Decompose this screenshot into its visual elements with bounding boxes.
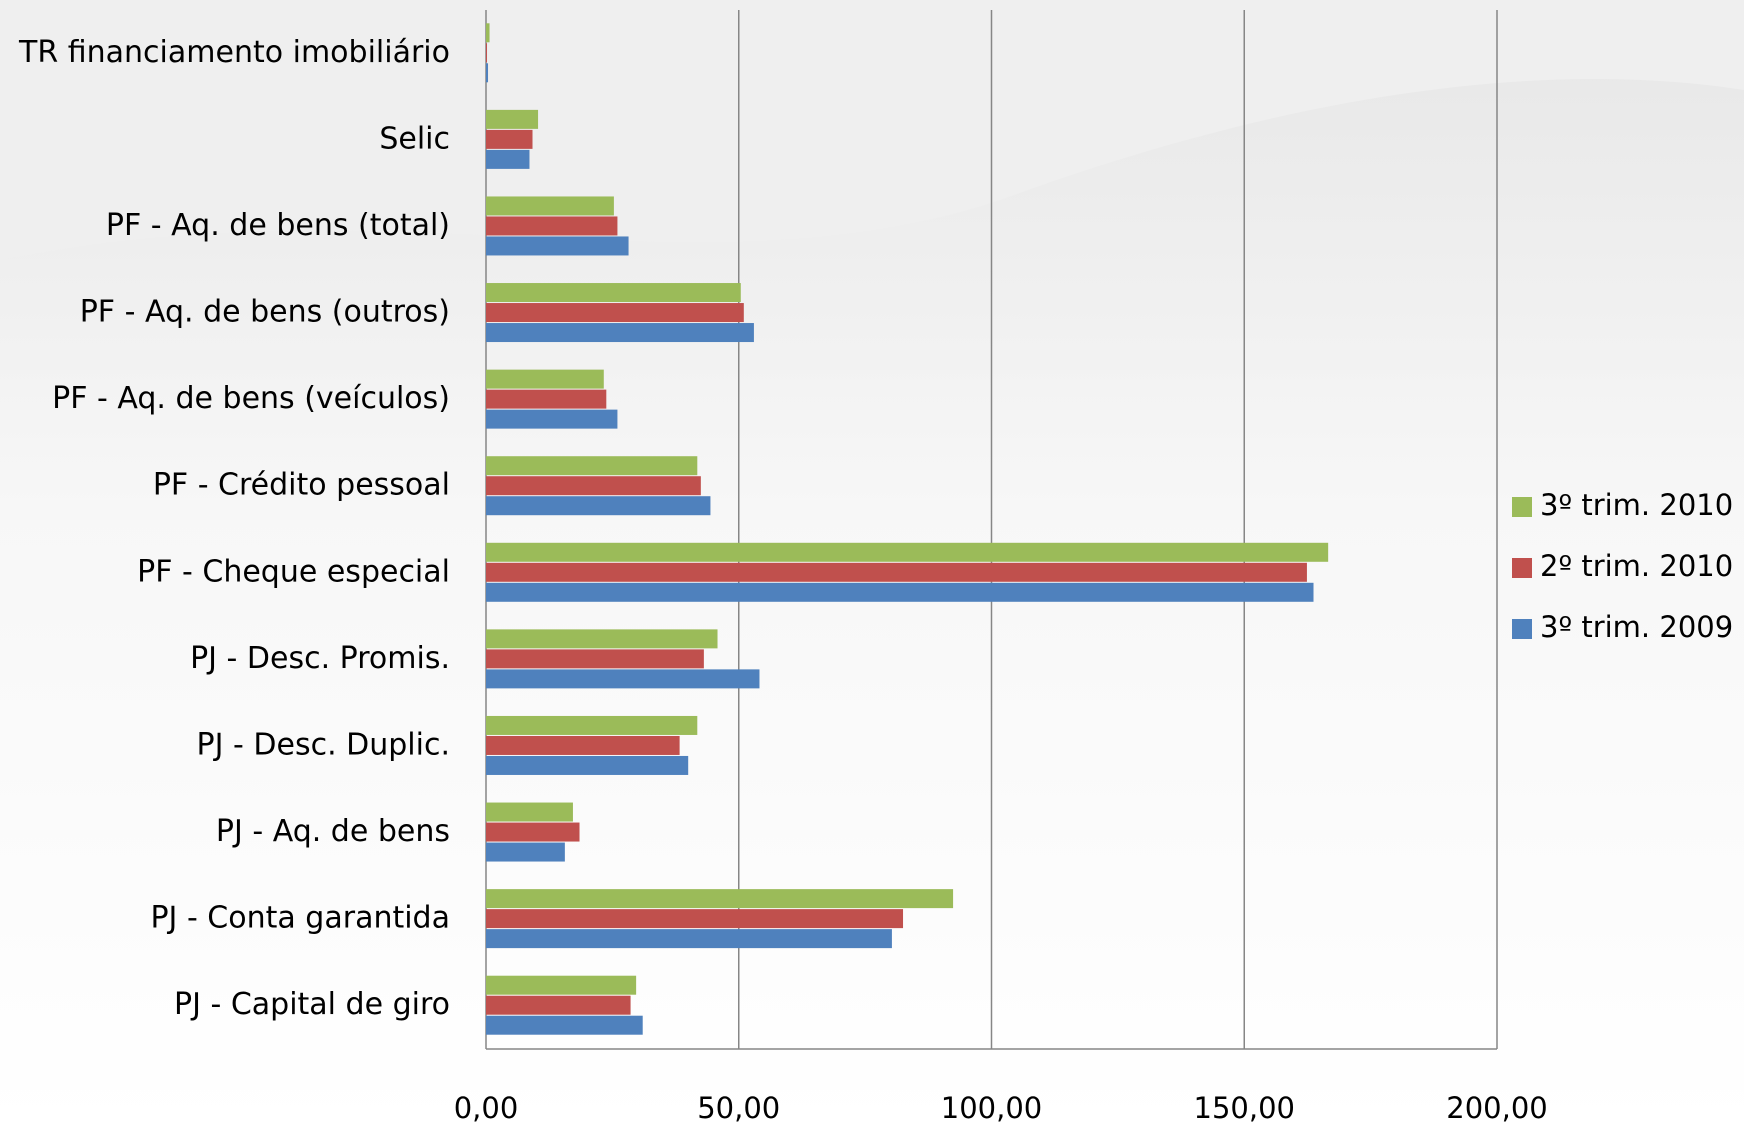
category-label: TR financiamento imobiliário (18, 35, 450, 70)
legend-swatch (1512, 619, 1532, 639)
bar (486, 129, 533, 149)
bar (486, 909, 904, 929)
bar (486, 109, 539, 129)
x-tick-label: 200,00 (1446, 1091, 1547, 1125)
legend-label: 3º trim. 2009 (1540, 610, 1733, 644)
bar (486, 715, 698, 735)
legend-swatch (1512, 558, 1532, 578)
bar (486, 476, 701, 496)
bar (486, 23, 490, 43)
bar (486, 929, 892, 949)
bar (486, 456, 698, 476)
category-label: PJ - Conta garantida (150, 901, 450, 936)
category-label: PJ - Desc. Promis. (190, 641, 450, 676)
bar (486, 496, 711, 516)
category-label: Selic (379, 121, 450, 156)
bar (486, 323, 754, 343)
category-label: PJ - Capital de giro (174, 987, 450, 1022)
bar (486, 149, 530, 169)
x-tick-label: 50,00 (697, 1091, 780, 1125)
legend-label: 3º trim. 2010 (1540, 488, 1733, 522)
bar (486, 236, 629, 256)
bar (486, 562, 1307, 582)
category-label: PJ - Aq. de bens (216, 814, 450, 849)
bar (486, 216, 618, 236)
bar (486, 542, 1329, 562)
bar (486, 995, 631, 1015)
bar (486, 1015, 643, 1035)
bar (486, 755, 689, 775)
bar (486, 649, 704, 669)
bar (486, 975, 637, 995)
bar (486, 889, 954, 909)
category-label: PF - Aq. de bens (outros) (80, 295, 450, 330)
background-wave (0, 0, 1744, 260)
bar (486, 389, 607, 409)
bar (486, 369, 604, 389)
legend-swatch (1512, 497, 1532, 517)
category-label: PF - Aq. de bens (veículos) (52, 381, 450, 416)
category-label: PF - Cheque especial (137, 554, 450, 589)
bar (486, 669, 760, 689)
bar (486, 735, 680, 755)
bar (486, 63, 489, 83)
x-tick-label: 150,00 (1194, 1091, 1295, 1125)
category-label: PF - Crédito pessoal (153, 468, 450, 503)
bar (486, 582, 1314, 602)
x-tick-label: 100,00 (941, 1091, 1042, 1125)
bar (486, 629, 718, 649)
bar (486, 822, 580, 842)
bar (486, 303, 744, 323)
bar (486, 283, 741, 303)
legend-label: 2º trim. 2010 (1540, 549, 1733, 583)
bar (486, 802, 573, 822)
bar (486, 842, 565, 862)
bar (486, 196, 614, 216)
x-tick-label: 0,00 (454, 1091, 519, 1125)
category-label: PF - Aq. de bens (total) (106, 208, 450, 243)
bar (486, 409, 618, 429)
bar (486, 43, 488, 63)
category-label: PJ - Desc. Duplic. (197, 727, 450, 762)
